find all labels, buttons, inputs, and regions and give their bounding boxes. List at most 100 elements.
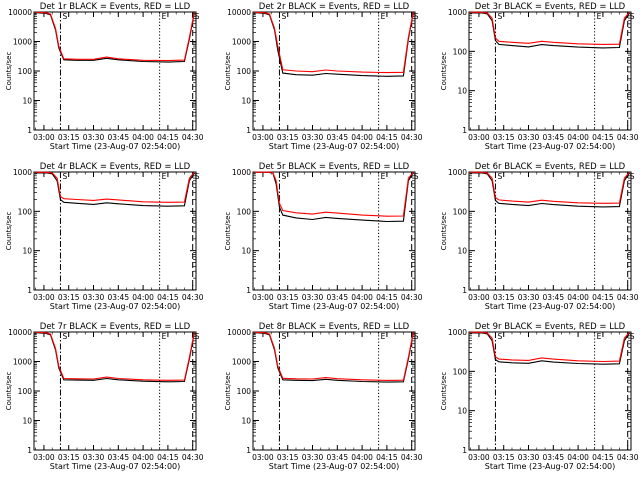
time-marker-label: S bbox=[62, 332, 67, 341]
y-tick-label: 1 bbox=[462, 286, 467, 295]
time-marker-label: S bbox=[630, 332, 635, 341]
series-line-lld bbox=[35, 11, 195, 62]
x-tick-label: 04:15 bbox=[376, 133, 398, 142]
x-tick-label: 03:45 bbox=[542, 453, 564, 462]
plot-frame bbox=[33, 331, 197, 451]
x-tick-label: 04:15 bbox=[592, 133, 614, 142]
x-tick-label: 04:00 bbox=[351, 133, 373, 142]
chart-title: Det 7r BLACK = Events, RED = LLD bbox=[40, 322, 191, 332]
y-tick-label: 1 bbox=[246, 126, 251, 135]
y-tick-label: 1000 bbox=[232, 38, 251, 47]
series-line-events bbox=[35, 12, 195, 63]
x-axis-label: Start Time (23-Aug-07 02:54:00) bbox=[269, 462, 400, 471]
y-tick-label: 10 bbox=[22, 247, 32, 256]
chart-panel-8: Det 8r BLACK = Events, RED = LLD 1 10 100 10… bbox=[224, 322, 423, 471]
plot-frame bbox=[468, 171, 632, 291]
y-tick-label: 100 bbox=[18, 387, 33, 396]
series-line-lld bbox=[470, 331, 630, 363]
chart-title: Det 2r BLACK = Events, RED = LLD bbox=[259, 2, 410, 12]
y-tick-label: 1000 bbox=[448, 168, 467, 177]
x-tick-label: 04:30 bbox=[182, 133, 204, 142]
x-tick-label: 03:30 bbox=[83, 453, 105, 462]
series-line-events bbox=[470, 12, 630, 49]
time-marker-label: S bbox=[630, 12, 635, 21]
chart-panel-1: Det 1r BLACK = Events, RED = LLD 1 10 100 10… bbox=[5, 2, 204, 151]
x-tick-label: 04:15 bbox=[376, 453, 398, 462]
x-tick-label: 03:45 bbox=[326, 453, 348, 462]
x-tick-label: 03:00 bbox=[252, 133, 274, 142]
y-tick-label: 100 bbox=[237, 387, 252, 396]
time-marker-label: E bbox=[597, 12, 602, 21]
x-tick-label: 04:15 bbox=[592, 453, 614, 462]
x-tick-label: 03:30 bbox=[518, 453, 540, 462]
time-marker-label: S bbox=[62, 12, 67, 21]
y-tick-label: 10 bbox=[241, 247, 251, 256]
x-axis-label: Start Time (23-Aug-07 02:54:00) bbox=[269, 142, 400, 151]
x-tick-label: 03:45 bbox=[107, 453, 129, 462]
chart-title: Det 1r BLACK = Events, RED = LLD bbox=[40, 2, 191, 12]
y-tick-label: 10000 bbox=[8, 8, 32, 17]
x-tick-label: 04:15 bbox=[592, 293, 614, 302]
time-marker-label: S bbox=[630, 172, 635, 181]
chart-panel-7: Det 7r BLACK = Events, RED = LLD 1 10 100 10… bbox=[5, 322, 204, 471]
x-tick-label: 04:00 bbox=[132, 133, 154, 142]
y-tick-label: 10000 bbox=[8, 328, 32, 337]
y-tick-label: 10 bbox=[22, 417, 32, 426]
y-tick-label: 100 bbox=[18, 67, 33, 76]
x-tick-label: 04:30 bbox=[617, 133, 639, 142]
series-line-lld bbox=[254, 11, 414, 74]
x-tick-label: 03:00 bbox=[468, 453, 490, 462]
y-axis-label: Counts/sec bbox=[5, 372, 13, 411]
y-axis-label: Counts/sec bbox=[440, 52, 448, 91]
x-tick-label: 03:00 bbox=[252, 453, 274, 462]
chart-panel-3: Det 3r BLACK = Events, RED = LLD 1 10 100 10… bbox=[440, 2, 639, 151]
x-tick-label: 03:30 bbox=[83, 133, 105, 142]
x-tick-label: 04:30 bbox=[401, 293, 423, 302]
x-tick-label: 03:45 bbox=[107, 293, 129, 302]
y-axis-label: Counts/sec bbox=[224, 212, 232, 251]
x-tick-label: 03:45 bbox=[326, 293, 348, 302]
time-marker-label: S bbox=[414, 12, 419, 21]
time-marker-label: S bbox=[414, 172, 419, 181]
time-marker-label: E bbox=[162, 172, 167, 181]
x-tick-label: 03:45 bbox=[326, 133, 348, 142]
time-marker-label: E bbox=[162, 332, 167, 341]
y-axis-label: Counts/sec bbox=[5, 52, 13, 91]
time-marker-label: S bbox=[281, 332, 286, 341]
plot-frame bbox=[252, 171, 416, 291]
y-tick-label: 1 bbox=[27, 446, 32, 455]
x-tick-label: 03:30 bbox=[518, 293, 540, 302]
y-tick-label: 1 bbox=[462, 446, 467, 455]
x-tick-label: 03:30 bbox=[83, 293, 105, 302]
time-marker-label: E bbox=[597, 332, 602, 341]
x-tick-label: 03:30 bbox=[518, 133, 540, 142]
x-axis-label: Start Time (23-Aug-07 02:54:00) bbox=[485, 142, 616, 151]
chart-title: Det 9r BLACK = Events, RED = LLD bbox=[475, 322, 626, 332]
x-tick-label: 04:30 bbox=[617, 293, 639, 302]
plot-frame bbox=[252, 331, 416, 451]
y-tick-label: 10 bbox=[457, 407, 467, 416]
time-marker-label: E bbox=[381, 332, 386, 341]
y-axis-label: Counts/sec bbox=[224, 372, 232, 411]
y-tick-label: 10 bbox=[22, 97, 32, 106]
x-tick-label: 03:00 bbox=[33, 293, 55, 302]
y-tick-label: 1000 bbox=[448, 8, 467, 17]
x-tick-label: 04:30 bbox=[617, 453, 639, 462]
x-tick-label: 04:00 bbox=[351, 293, 373, 302]
x-tick-label: 04:15 bbox=[157, 293, 179, 302]
y-tick-label: 1000 bbox=[232, 358, 251, 367]
x-axis-label: Start Time (23-Aug-07 02:54:00) bbox=[50, 302, 181, 311]
y-tick-label: 1 bbox=[246, 286, 251, 295]
y-tick-label: 100 bbox=[237, 67, 252, 76]
y-tick-label: 1000 bbox=[13, 38, 32, 47]
chart-title: Det 4r BLACK = Events, RED = LLD bbox=[40, 162, 191, 172]
x-tick-label: 04:30 bbox=[401, 133, 423, 142]
y-tick-label: 100 bbox=[18, 207, 33, 216]
x-tick-label: 03:00 bbox=[33, 133, 55, 142]
time-marker-label: E bbox=[597, 172, 602, 181]
y-tick-label: 10 bbox=[457, 87, 467, 96]
x-tick-label: 03:15 bbox=[493, 133, 515, 142]
y-tick-label: 100 bbox=[453, 47, 468, 56]
series-line-lld bbox=[35, 331, 195, 381]
series-line-events bbox=[254, 332, 414, 383]
